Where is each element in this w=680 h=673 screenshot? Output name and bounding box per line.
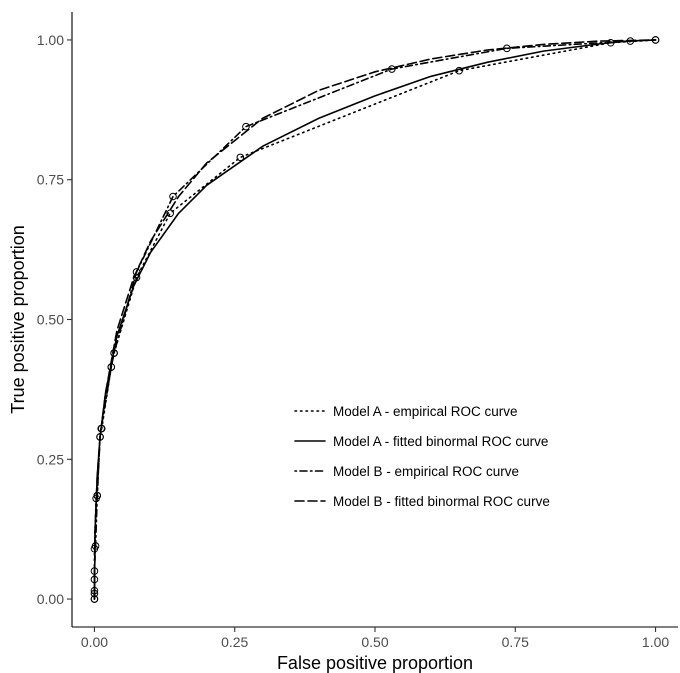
series-dotdash (90, 36, 660, 603)
y-ticks: 0.00 0.25 0.50 0.75 1.00 (37, 32, 72, 607)
legend-label: Model B - empirical ROC curve (333, 464, 519, 479)
x-tick-label: 0.75 (502, 634, 529, 650)
legend-item: Model A - empirical ROC curve (294, 404, 518, 419)
data-point (169, 192, 177, 201)
x-ticks: 0.00 0.25 0.50 0.75 1.00 (81, 627, 669, 650)
y-tick-label: 1.00 (37, 32, 64, 48)
legend-item: Model B - empirical ROC curve (294, 464, 519, 479)
data-point (236, 153, 245, 162)
legend-item: Model B - fitted binormal ROC curve (294, 494, 550, 509)
y-tick-label: 0.25 (37, 451, 64, 467)
legend-label: Model A - empirical ROC curve (333, 404, 518, 419)
x-tick-label: 0.50 (361, 634, 388, 650)
x-tick-label: 0.00 (81, 634, 108, 650)
axes: 0.00 0.25 0.50 0.75 1.00 0.00 0.25 0.50 0.75 1.0… (37, 12, 678, 650)
y-axis-title: True positive proportion (8, 225, 28, 413)
legend: Model A - empirical ROC curve Model A - f… (294, 404, 550, 509)
series-line (93, 39, 657, 600)
legend-item: Model A - fitted binormal ROC curve (294, 434, 548, 449)
series-line (93, 39, 657, 600)
x-axis-title: False positive proportion (277, 653, 473, 673)
series-dotted (90, 36, 660, 603)
data-point (242, 122, 250, 131)
y-tick-label: 0.75 (37, 172, 64, 188)
x-tick-label: 1.00 (642, 634, 669, 650)
data-point (132, 268, 141, 276)
series-line (93, 39, 657, 600)
y-tick-label: 0.00 (37, 591, 64, 607)
series-dashed (93, 39, 657, 600)
series-line (93, 39, 657, 600)
legend-label: Model A - fitted binormal ROC curve (333, 434, 548, 449)
plot-area (90, 36, 660, 603)
x-tick-label: 0.25 (221, 634, 248, 650)
series-solid (93, 39, 657, 600)
y-tick-label: 0.50 (37, 312, 64, 328)
legend-label: Model B - fitted binormal ROC curve (333, 494, 550, 509)
